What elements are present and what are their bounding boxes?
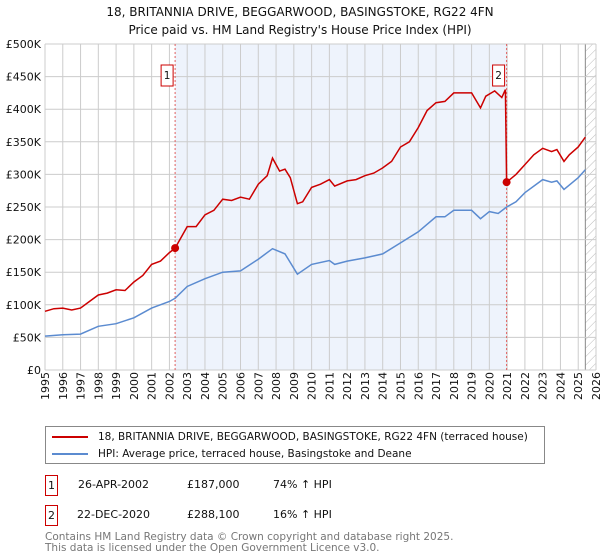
chart-title: 18, BRITANNIA DRIVE, BEGGARWOOD, BASINGS… [106, 5, 493, 19]
sale-annotation-label: 1 [164, 70, 171, 82]
x-tick-label: 2013 [359, 372, 372, 400]
x-tick-label: 2020 [483, 372, 496, 400]
sale-point [171, 244, 180, 253]
x-tick-label: 1998 [92, 372, 105, 400]
x-tick-label: 2022 [519, 372, 532, 400]
x-tick-label: 2006 [235, 372, 248, 400]
x-tick-label: 1996 [57, 372, 70, 400]
sale-annotation-label: 2 [495, 70, 502, 82]
x-tick-label: 2009 [288, 372, 301, 400]
y-tick-label: £0 [27, 364, 41, 377]
x-tick-label: 2004 [199, 372, 212, 400]
sale-price: £187,000 [187, 478, 240, 491]
x-tick-label: 2008 [270, 372, 283, 400]
y-tick-label: £50K [13, 331, 42, 344]
chart-subtitle: Price paid vs. HM Land Registry's House … [128, 23, 471, 37]
y-tick-label: £100K [6, 299, 42, 312]
footer: Contains HM Land Registry data © Crown c… [45, 532, 453, 554]
y-tick-label: £450K [6, 71, 42, 84]
x-tick-label: 2015 [394, 372, 407, 400]
x-tick-label: 2016 [412, 372, 425, 400]
y-tick-label: £300K [6, 168, 42, 181]
x-tick-label: 2003 [181, 372, 194, 400]
x-tick-label: 2014 [377, 372, 390, 400]
x-tick-label: 2005 [217, 372, 230, 400]
hpi-line [44, 169, 586, 337]
x-tick-label: 2001 [146, 372, 159, 400]
sale-date: 22-DEC-2020 [77, 508, 151, 521]
property-price-line [44, 89, 586, 313]
sale-marker-badge: 2 [45, 505, 58, 526]
sale-marker-badge: 1 [45, 475, 58, 496]
x-tick-label: 2002 [163, 372, 176, 400]
x-tick-label: 2017 [430, 372, 443, 400]
x-tick-label: 2010 [306, 372, 319, 400]
x-tick-label: 2021 [501, 372, 514, 400]
x-tick-label: 2024 [554, 372, 567, 400]
price-chart: 18, BRITANNIA DRIVE, BEGGARWOOD, BASINGS… [6, 5, 600, 400]
x-tick-label: 2023 [537, 372, 550, 400]
sale-point [502, 178, 511, 187]
y-tick-label: £200K [6, 234, 42, 247]
x-tick-label: 2011 [323, 372, 336, 400]
legend-label: HPI: Average price, terraced house, Basi… [98, 448, 412, 460]
x-tick-label: 1997 [75, 372, 88, 400]
x-tick-label: 2019 [466, 372, 479, 400]
legend-swatch-blue [52, 453, 88, 455]
sale-annotation-box [160, 64, 174, 87]
sale-hpi-change: 74% ↑ HPI [273, 478, 332, 491]
y-tick-label: £150K [6, 266, 42, 279]
x-tick-label: 2018 [448, 372, 461, 400]
x-tick-label: 1999 [110, 372, 123, 400]
legend-item-hpi: HPI: Average price, terraced house, Basi… [52, 448, 412, 460]
sale-date: 26-APR-2002 [78, 478, 150, 491]
y-tick-label: £500K [6, 38, 42, 51]
x-tick-label: 1995 [39, 372, 52, 400]
y-tick-label: £350K [6, 136, 42, 149]
footer-copyright: Contains HM Land Registry data © Crown c… [45, 531, 454, 543]
sale-hpi-change: 16% ↑ HPI [273, 508, 332, 521]
legend: 18, BRITANNIA DRIVE, BEGGARWOOD, BASINGS… [45, 426, 545, 464]
y-tick-label: £250K [6, 201, 42, 214]
x-tick-label: 2025 [572, 372, 585, 400]
sale-price: £288,100 [187, 508, 240, 521]
footer-licence: This data is licensed under the Open Gov… [45, 542, 380, 554]
y-tick-label: £400K [6, 103, 42, 116]
x-tick-label: 2007 [252, 372, 265, 400]
x-tick-label: 2026 [590, 372, 600, 400]
legend-label: 18, BRITANNIA DRIVE, BEGGARWOOD, BASINGS… [98, 431, 528, 443]
legend-item-property: 18, BRITANNIA DRIVE, BEGGARWOOD, BASINGS… [52, 431, 528, 443]
legend-swatch-red [52, 436, 88, 438]
x-tick-label: 2012 [341, 372, 354, 400]
sale-annotation-box [492, 64, 506, 87]
x-tick-label: 2000 [128, 372, 141, 400]
